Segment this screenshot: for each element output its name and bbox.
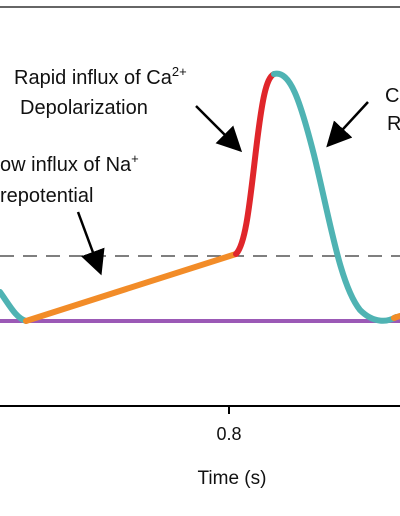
arrow-repolarization	[326, 101, 369, 148]
arrow-prepotential	[76, 211, 105, 276]
curve-repolarization	[271, 70, 399, 324]
x-tick-label-0-8: 0.8	[216, 424, 241, 444]
arrow-depolarization	[195, 105, 243, 153]
annotation-ca-line2: Depolarization	[20, 97, 148, 119]
x-axis-label: Time (s)	[198, 468, 267, 489]
curve-prepotential	[23, 251, 239, 324]
curve-depolarization	[233, 71, 277, 257]
curve-prepotential-next	[391, 313, 400, 321]
annotation-na-line2: repotential	[0, 185, 93, 207]
annotation-right-line2: R	[387, 113, 400, 135]
annotation-na-line1: ow influx of Na+	[0, 151, 139, 176]
curve-repolarization-tail	[0, 289, 29, 324]
annotation-right-line1: C	[385, 85, 399, 107]
annotation-ca-line1: Rapid influx of Ca2+	[14, 64, 187, 89]
